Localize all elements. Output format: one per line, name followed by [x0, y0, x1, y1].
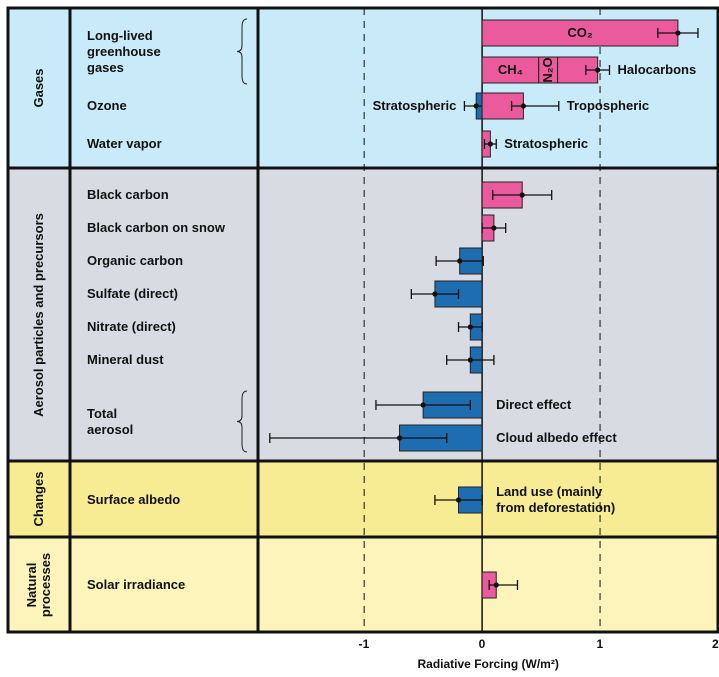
bar-label: Halocarbons [617, 62, 697, 77]
error-center [432, 291, 438, 297]
error-center [491, 225, 497, 231]
brace [236, 390, 248, 453]
bar-label: Direct effect [496, 397, 572, 412]
brace [236, 18, 248, 85]
bar-label: Land use (mainly from deforestation) [496, 484, 616, 515]
error-center [457, 258, 463, 264]
error-center [487, 141, 493, 147]
row-label: Water vapor [87, 136, 162, 151]
x-tick-label: 1 [596, 637, 604, 651]
bar-label: N₂O [540, 57, 556, 83]
bar [481, 19, 679, 47]
row-label: Black carbon on snow [87, 220, 225, 235]
row-label: Long-lived greenhouse gases [87, 27, 161, 75]
error-center [519, 192, 525, 198]
row-label: Nitrate (direct) [87, 319, 176, 334]
row-label: Solar irradiance [87, 577, 186, 592]
error-center [420, 402, 426, 408]
error-center [493, 582, 499, 588]
row-label: Ozone [87, 98, 127, 113]
error-center [455, 497, 462, 503]
group-label: Aerosol particles and precursors [31, 212, 46, 417]
error-center [396, 435, 403, 441]
x-tick-label: 2 [712, 637, 719, 651]
bar-label: CH₄ [497, 62, 523, 77]
bar [481, 56, 540, 84]
bar-label: Stratospheric [504, 136, 589, 151]
row-label: Organic carbon [87, 253, 184, 268]
bar-label: Tropospheric [566, 98, 650, 113]
row-label: Sulfate (direct) [87, 286, 179, 301]
x-axis-title: Radiative Forcing (W/m²) [417, 657, 559, 671]
bar-label: CO₂ [567, 25, 593, 40]
error-center [520, 103, 526, 109]
x-tick-label: -1 [358, 637, 370, 651]
row-label: Mineral dust [87, 352, 164, 367]
error-center [467, 324, 473, 330]
error-center [595, 67, 601, 73]
group-label: Changes [31, 471, 46, 527]
row-label: Black carbon [87, 187, 169, 202]
bar-label: Cloud albedo effect [496, 430, 617, 445]
error-center [467, 357, 473, 363]
frame [6, 6, 719, 634]
row-label: Surface albedo [87, 492, 181, 507]
row-label: Total aerosol [87, 405, 134, 437]
x-tick-label: 0 [478, 637, 486, 651]
bar-label: Stratospheric [372, 98, 457, 113]
group-label: Gases [31, 68, 46, 108]
group-band [8, 461, 718, 537]
error-center [473, 103, 479, 109]
group-label: Natural processes [24, 552, 53, 617]
error-center [675, 30, 681, 36]
